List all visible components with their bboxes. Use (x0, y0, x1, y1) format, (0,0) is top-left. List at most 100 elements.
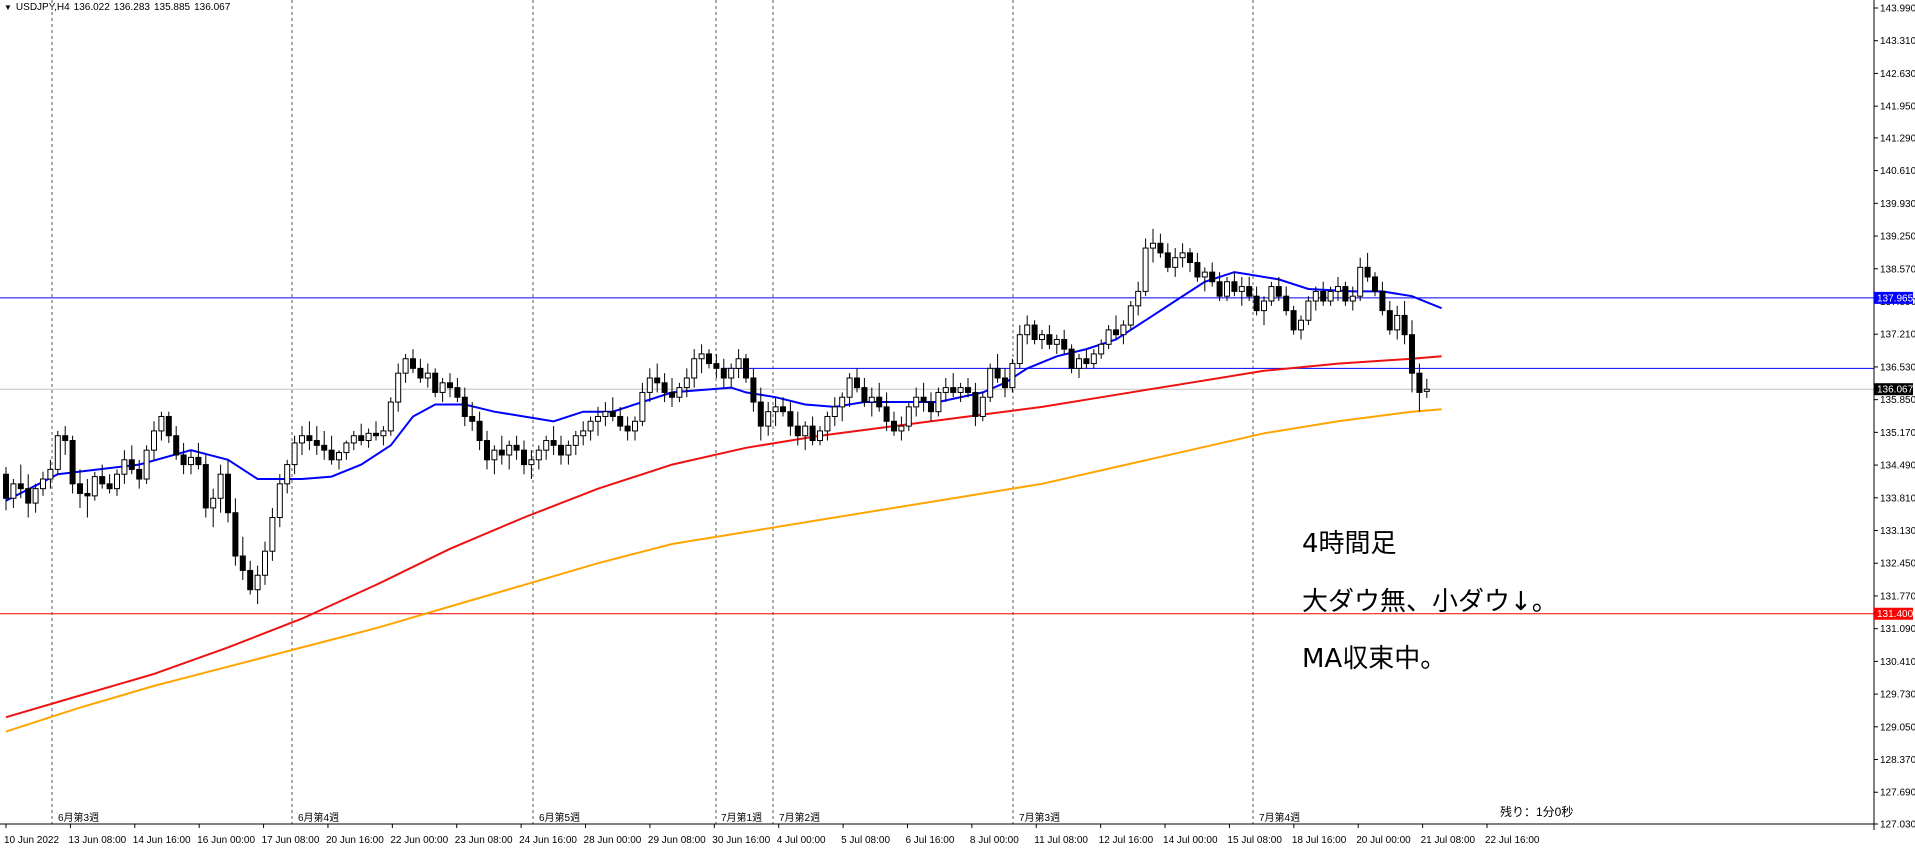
price-tick-label: 129.050 (1880, 722, 1915, 733)
candle-bull (276, 483, 283, 519)
time-tick-label: 24 Jun 16:00 (519, 835, 577, 846)
week-label: 7月第4週 (1259, 811, 1300, 824)
candle-bear (809, 425, 816, 442)
candle-bear (165, 415, 172, 437)
candle-bull (188, 456, 194, 466)
level-price-label: 131.400 (1877, 609, 1914, 620)
price-tick-label: 138.570 (1880, 264, 1915, 275)
candle-bull (1009, 363, 1016, 389)
candle-bear (661, 382, 668, 393)
candle-bull (1201, 271, 1208, 278)
candle-bull (380, 430, 387, 437)
candle-bear (247, 569, 254, 591)
candle-bull (1423, 388, 1430, 392)
candle-bull (1142, 247, 1149, 292)
candle-bear (1275, 286, 1282, 297)
level-price-label: 137.965 (1877, 293, 1914, 304)
candle-bull (1335, 286, 1341, 292)
level-price-label-bg (1874, 291, 1913, 304)
candle-bull (817, 430, 823, 442)
candle-bull (402, 358, 409, 374)
ohlc-high: 136.283 (113, 2, 150, 13)
candle-bull (506, 444, 513, 456)
candle-bull (1076, 358, 1082, 369)
candle-bull (898, 425, 905, 432)
candle-bear (432, 372, 439, 393)
candle-bull (602, 411, 609, 417)
candle-bear (1409, 334, 1415, 374)
candle-bull (935, 391, 942, 413)
ohlc-low: 135.885 (153, 2, 191, 13)
candle-bear (1290, 310, 1297, 331)
symbol-label: USDJPY,H4 (15, 2, 70, 13)
candle-bull (1150, 242, 1156, 249)
candle-bear (965, 387, 971, 393)
price-tick-label: 134.490 (1880, 461, 1915, 472)
candle-bull (262, 550, 268, 576)
candle-bear (321, 444, 328, 451)
candle-bull (1238, 286, 1245, 292)
candle-bear (876, 396, 883, 408)
price-tick-label: 130.410 (1880, 657, 1915, 668)
candle-bear (1083, 358, 1090, 365)
candle-bear (410, 358, 416, 369)
time-tick-label: 29 Jun 08:00 (648, 835, 706, 846)
candle-bear (173, 435, 180, 456)
candle-bull (1016, 334, 1023, 365)
candle-bear (794, 425, 801, 437)
candle-bull (543, 440, 550, 451)
candle-bull (387, 401, 394, 432)
candle-bear (461, 396, 468, 417)
candle-bull (868, 396, 875, 403)
candle-bear (1364, 266, 1371, 278)
time-tick-label: 18 Jul 16:00 (1292, 835, 1347, 846)
grid-lines (51, 0, 1254, 824)
candle-bull (1349, 295, 1356, 302)
week-label: 6月第4週 (298, 811, 339, 824)
candle-bear (513, 444, 520, 451)
candle-bull (1224, 281, 1230, 297)
candle-bear (550, 440, 557, 446)
ohlc-close: 136.067 (194, 2, 231, 13)
candle-bear (106, 483, 113, 490)
current-price-label-bg (1874, 383, 1913, 396)
candle-bull (32, 488, 39, 504)
week-label: 7月第1週 (721, 811, 762, 824)
candle-bull (40, 478, 46, 490)
candle-bear (972, 391, 979, 417)
time-tick-label: 14 Jun 16:00 (133, 835, 191, 846)
candle-bear (25, 488, 32, 504)
candle-bull (913, 396, 920, 408)
candle-bear (750, 377, 757, 403)
price-tick-label: 129.730 (1880, 690, 1915, 701)
candle-bull (1305, 300, 1312, 321)
candle-bear (232, 512, 239, 557)
candle-bear (720, 367, 727, 379)
candle-bear (669, 391, 675, 398)
candle-bull (1135, 290, 1142, 307)
candle-bear (1164, 252, 1171, 268)
candle-bear (1342, 286, 1349, 302)
candle-bull (343, 442, 350, 454)
week-label: 6月第3週 (58, 811, 99, 824)
candle-bull (572, 435, 579, 446)
current-price-label: 136.067 (1877, 385, 1914, 396)
price-tick-label: 139.250 (1880, 232, 1915, 243)
candle-bear (1216, 281, 1223, 297)
candle-bear (239, 555, 246, 571)
time-tick-label: 30 Jun 16:00 (712, 835, 770, 846)
candle-bear (1061, 339, 1068, 350)
candle-bull (121, 459, 128, 475)
candle-bear (99, 476, 106, 485)
chevron-down-icon[interactable]: ▼ (4, 3, 12, 12)
price-tick-label: 143.310 (1880, 36, 1915, 47)
time-tick-label: 20 Jul 00:00 (1356, 835, 1411, 846)
price-tick-label: 132.450 (1880, 559, 1915, 570)
candle-bull (987, 367, 994, 398)
candle-bull (1090, 353, 1097, 365)
candle-bull (905, 406, 912, 427)
candle-bull (91, 476, 98, 497)
candle-bull (299, 435, 305, 444)
candle-bull (646, 377, 653, 393)
